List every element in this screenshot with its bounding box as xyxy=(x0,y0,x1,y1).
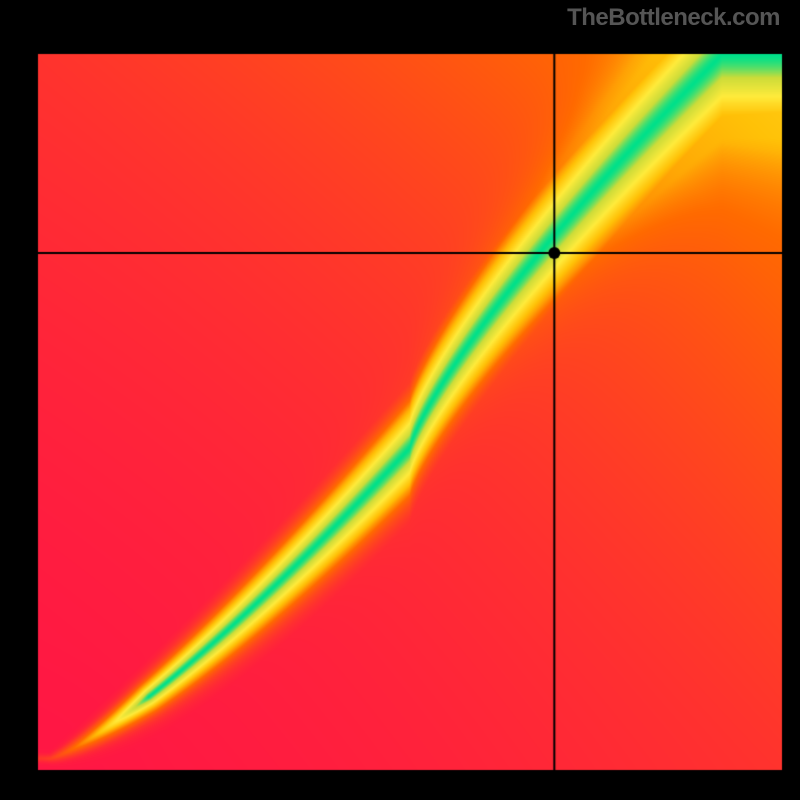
chart-container: TheBottleneck.com xyxy=(0,0,800,800)
watermark-text: TheBottleneck.com xyxy=(567,4,780,32)
heatmap-canvas xyxy=(0,0,800,800)
